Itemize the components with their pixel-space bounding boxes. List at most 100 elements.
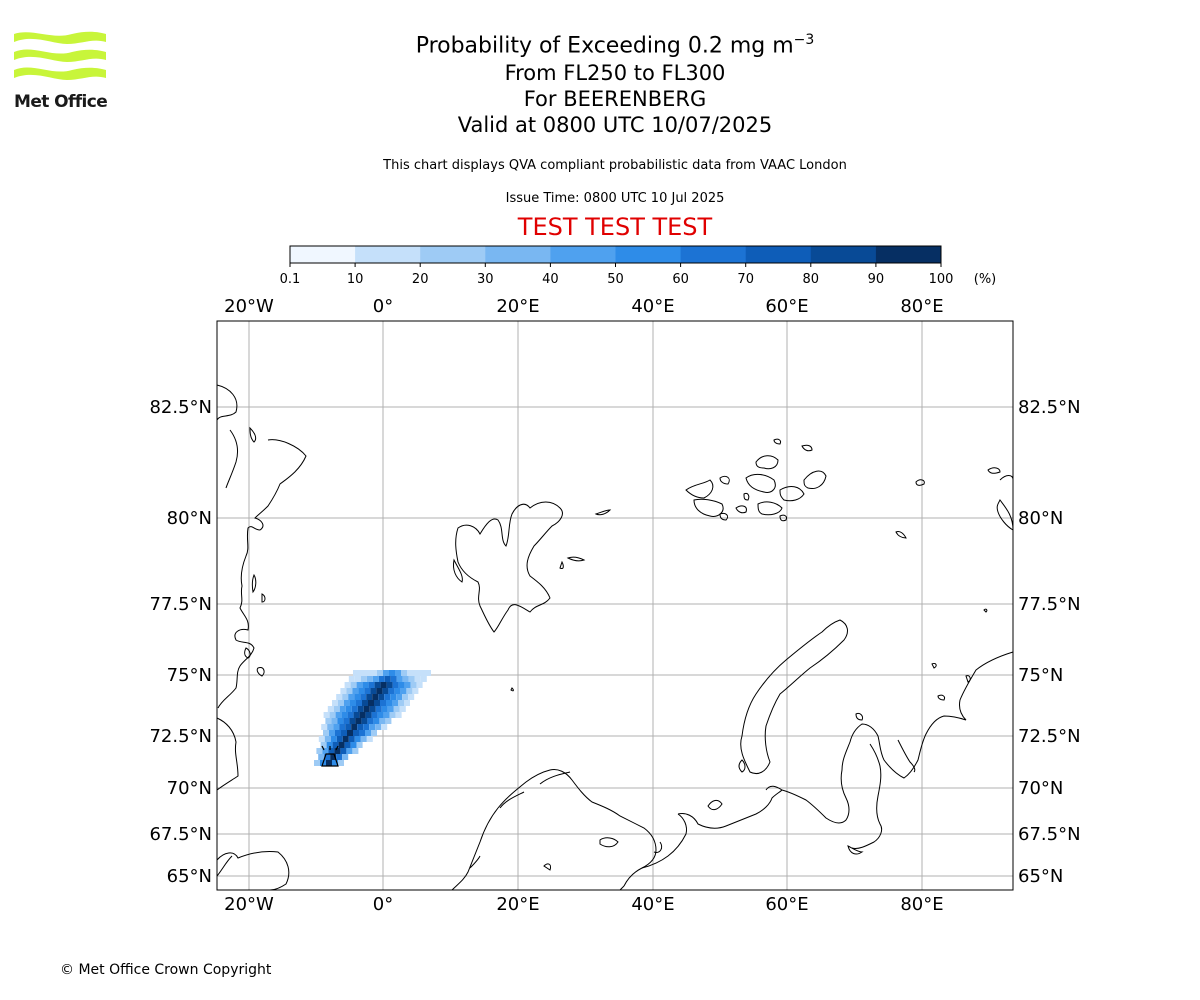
issue-time: Issue Time: 0800 UTC 10 Jul 2025	[505, 191, 725, 206]
plume-cell	[346, 688, 353, 694]
plume-cell	[354, 694, 361, 700]
plume-cell	[402, 676, 409, 682]
plume-cell	[356, 742, 363, 748]
colorbar-unit: (%)	[974, 272, 997, 287]
plume-cell	[353, 670, 359, 676]
plume-cell	[353, 712, 360, 718]
plume-cell	[348, 676, 355, 682]
plume-cell	[420, 676, 427, 682]
plume-cell	[373, 718, 380, 724]
plume-cell	[404, 682, 411, 688]
lon-labels: 20°W 0° 20°E 40°E 60°E 80°E 20°W 0° 20°E…	[224, 296, 943, 915]
lat-label-right: 80°N	[1018, 508, 1063, 529]
plume-cell	[325, 718, 332, 724]
lon-label-top: 60°E	[765, 296, 808, 317]
chart-title: Probability of Exceeding 0.2 mg m−3	[0, 26, 1200, 60]
plume-cell	[416, 682, 423, 688]
plume-cell	[389, 712, 396, 718]
lon-label-top: 80°E	[900, 296, 943, 317]
plume-cell	[340, 748, 347, 754]
plume-cell	[419, 670, 425, 676]
plume-cell	[384, 694, 391, 700]
plume-cell	[332, 760, 338, 766]
lon-label-bottom: 20°W	[224, 894, 274, 915]
plume-cell	[359, 670, 365, 676]
plume-cell	[414, 676, 421, 682]
siberia-coast	[765, 651, 1014, 824]
plume-cell	[337, 718, 344, 724]
plume-cell	[332, 700, 338, 706]
plume-cell	[388, 688, 395, 694]
plume-cell	[390, 694, 397, 700]
colorbar-tick-label: 50	[607, 272, 624, 287]
plume-cell	[358, 688, 365, 694]
plume-cell	[341, 730, 347, 736]
test-banner: TEST TEST TEST	[517, 213, 713, 241]
plume-cell	[355, 718, 362, 724]
plume-cell	[362, 700, 368, 706]
lat-label-right: 77.5°N	[1018, 594, 1081, 615]
plume-cell	[395, 712, 402, 718]
plume-cell	[353, 730, 359, 736]
colorbar-swatch	[810, 246, 877, 263]
plume-cell	[335, 712, 342, 718]
colorbar-tick-label: 60	[672, 272, 689, 287]
lat-label-left: 72.5°N	[149, 726, 212, 747]
plume-cell	[383, 670, 389, 676]
colorbar-swatch	[355, 246, 421, 263]
plume-cell	[334, 748, 341, 754]
level-range: From FL250 to FL300	[504, 61, 726, 86]
colorbar-swatch	[550, 246, 616, 263]
plume-cell	[364, 688, 371, 694]
plume-cell	[371, 712, 378, 718]
plume-cell	[404, 700, 410, 706]
plume-cell	[408, 694, 415, 700]
plume-cell	[375, 724, 382, 730]
lat-label-left: 80°N	[167, 508, 212, 529]
plume-cell	[384, 676, 391, 682]
lat-label-left: 70°N	[167, 778, 212, 799]
colorbar-tick-label: 90	[868, 272, 885, 287]
plume-cell	[357, 706, 364, 712]
lat-label-right: 75°N	[1018, 665, 1063, 686]
plume-cell	[363, 724, 370, 730]
plume-cell	[330, 754, 337, 760]
plume-cell	[357, 724, 364, 730]
plume-cell	[372, 694, 379, 700]
plume-cell	[359, 730, 365, 736]
plume-cell	[351, 706, 358, 712]
plume-cell	[387, 706, 394, 712]
plume-cell	[345, 706, 352, 712]
colorbar-swatch	[290, 246, 356, 263]
plume-cell	[320, 742, 327, 748]
plume-cell	[344, 742, 351, 748]
plume-cell	[399, 706, 406, 712]
plume-cell	[412, 688, 419, 694]
plume-cell	[333, 706, 340, 712]
plume-cell	[351, 724, 358, 730]
plume-cell	[348, 694, 355, 700]
lon-label-bottom: 40°E	[631, 894, 674, 915]
volcano-name: For BEERENBERG	[523, 87, 707, 112]
plume-cell	[398, 682, 405, 688]
plume-cell	[368, 682, 375, 688]
map-frame	[216, 320, 1014, 891]
plume-cell	[345, 724, 352, 730]
plume-cell	[370, 688, 377, 694]
plume-cell	[383, 712, 390, 718]
plume-cell	[378, 676, 385, 682]
plume-cell	[362, 682, 369, 688]
plume-cell	[374, 682, 381, 688]
lat-label-right: 70°N	[1018, 778, 1063, 799]
plume-cell	[381, 706, 388, 712]
plume-cell	[339, 706, 346, 712]
plume-cell	[371, 730, 377, 736]
lat-labels: 82.5°N 80°N 77.5°N 75°N 72.5°N 70°N 67.5…	[149, 397, 1080, 887]
plume-cell	[323, 712, 330, 718]
plume-cell	[401, 670, 407, 676]
plume-cell	[338, 760, 344, 766]
plume-cell	[413, 670, 419, 676]
plume-cell	[392, 700, 398, 706]
plume-cell	[360, 736, 367, 742]
plume-cell	[324, 736, 331, 742]
